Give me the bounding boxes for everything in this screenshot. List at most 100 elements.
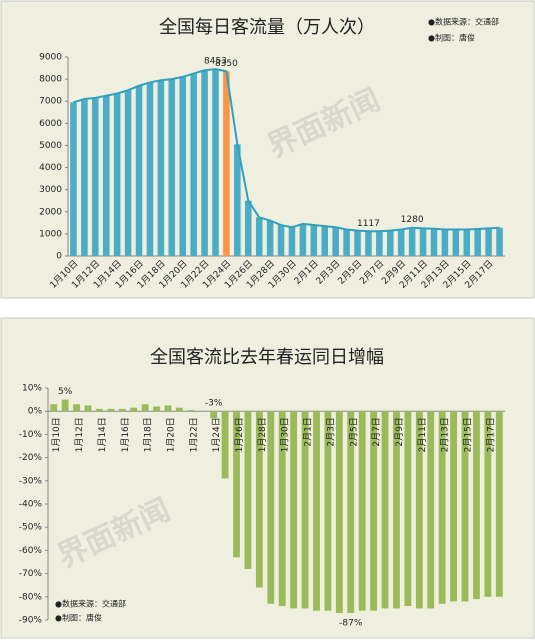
x-tick-label: 2月15日 xyxy=(463,417,474,452)
bar xyxy=(310,225,318,256)
bar xyxy=(70,102,77,256)
bar xyxy=(210,411,218,419)
bar xyxy=(473,411,480,600)
bar xyxy=(450,411,458,602)
bar xyxy=(463,229,471,256)
x-tick-label: 1月22日 xyxy=(188,417,199,452)
x-tick-label: 2月13日 xyxy=(440,417,451,452)
value-label: -3% xyxy=(205,399,223,409)
y-tick-label: 6000 xyxy=(39,119,62,129)
y-tick-label: 5000 xyxy=(39,141,62,151)
bar xyxy=(175,407,183,412)
bar xyxy=(393,411,400,609)
bar xyxy=(244,411,252,569)
bar xyxy=(438,411,446,604)
bar xyxy=(484,411,492,597)
bar xyxy=(135,85,143,256)
value-label: 8350 xyxy=(215,59,238,69)
bar xyxy=(234,144,241,256)
bar xyxy=(299,223,307,256)
bar xyxy=(255,411,263,588)
bar xyxy=(221,411,229,479)
bar xyxy=(179,76,186,257)
y-tick-label: 3000 xyxy=(39,185,62,195)
bar xyxy=(168,79,176,256)
annotation: ●数据来源：交通部 xyxy=(55,599,126,609)
bar xyxy=(164,405,172,412)
y-tick-label: -70% xyxy=(19,569,43,579)
x-tick-label: 1月20日 xyxy=(165,417,176,452)
y-tick-label: 8000 xyxy=(39,75,62,85)
bar xyxy=(61,399,69,412)
bar xyxy=(233,411,240,558)
y-tick-label: 10% xyxy=(22,384,42,394)
bar xyxy=(343,229,350,256)
bar xyxy=(370,411,378,611)
bar xyxy=(381,411,389,609)
bar xyxy=(332,227,339,256)
trend-line xyxy=(73,68,500,233)
bar xyxy=(415,411,423,609)
y-tick-label: -10% xyxy=(19,430,43,440)
x-tick-label: 1月28日 xyxy=(257,417,268,452)
bar xyxy=(335,411,343,614)
bar xyxy=(301,411,309,609)
bar xyxy=(187,410,195,412)
bar xyxy=(266,220,274,256)
annotation: ●数据来源：交通部 xyxy=(428,17,499,27)
bar xyxy=(419,228,427,256)
bar xyxy=(102,95,110,256)
y-tick-label: -20% xyxy=(19,453,43,463)
bar xyxy=(95,408,103,412)
bar xyxy=(153,406,160,412)
bar xyxy=(290,411,298,609)
bar xyxy=(141,404,149,412)
bar xyxy=(358,411,366,611)
chart-title: 全国客流比去年春运同日增幅 xyxy=(150,347,384,368)
value-label: 1280 xyxy=(401,215,424,225)
bar xyxy=(324,411,332,611)
bar xyxy=(84,405,92,412)
bar xyxy=(107,408,115,412)
y-tick-label: 0% xyxy=(28,407,43,417)
bar xyxy=(496,227,503,256)
y-tick-label: -30% xyxy=(19,476,43,486)
x-tick-label: 1月12日 xyxy=(74,417,85,452)
x-tick-label: 1月24日 xyxy=(211,417,222,452)
x-tick-label: 2月5日 xyxy=(348,417,359,446)
bar xyxy=(118,408,126,412)
annotation: ●制图：唐俊 xyxy=(55,613,102,623)
bar xyxy=(354,230,361,256)
bar xyxy=(397,229,405,256)
value-label: 8453 xyxy=(204,57,227,67)
bar xyxy=(376,231,383,256)
value-label: 5% xyxy=(58,387,73,397)
bar xyxy=(92,97,99,257)
bar xyxy=(278,411,286,607)
bar xyxy=(461,411,469,602)
bar xyxy=(201,70,208,257)
y-tick-label: 7000 xyxy=(39,97,62,107)
chart-title: 全国每日客流量（万人次） xyxy=(159,17,375,38)
bar xyxy=(430,228,438,256)
bar xyxy=(441,229,449,256)
x-tick-label: 2月3日 xyxy=(325,417,336,446)
y-tick-label: -50% xyxy=(19,523,43,533)
bar xyxy=(365,231,372,256)
bar xyxy=(474,229,481,256)
y-tick-label: -80% xyxy=(19,592,43,602)
value-label: 1117 xyxy=(357,219,380,229)
bar xyxy=(408,227,416,256)
y-tick-label: -90% xyxy=(19,616,43,626)
bar xyxy=(223,71,230,256)
bar xyxy=(81,99,88,256)
x-tick-label: 1月30日 xyxy=(280,417,291,452)
bar xyxy=(347,411,355,614)
x-tick-label: 2月17日 xyxy=(485,417,496,452)
bar xyxy=(212,69,219,256)
x-tick-label: 2月1日 xyxy=(303,417,314,446)
bar xyxy=(124,90,132,257)
bar xyxy=(267,411,275,604)
y-tick-label: 0 xyxy=(56,252,62,262)
x-tick-label: 2月7日 xyxy=(371,417,382,446)
